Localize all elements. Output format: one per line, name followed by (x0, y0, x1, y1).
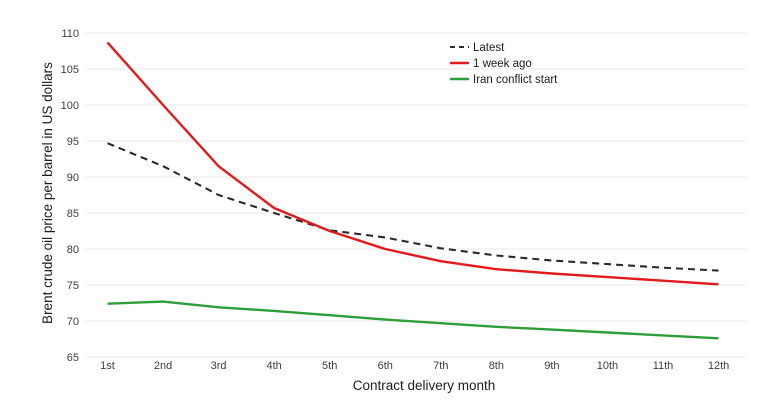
series-line-one-week-ago (106, 41, 719, 286)
x-tick-label: 12th (708, 360, 729, 372)
y-tick-label: 105 (61, 64, 79, 76)
y-tick-label: 80 (67, 244, 79, 256)
y-tick-label: 65 (67, 352, 79, 364)
y-tick-label: 70 (67, 316, 79, 328)
x-tick-label: 11th (653, 360, 674, 372)
series-line-latest (107, 142, 719, 272)
x-tick-label: 3rd (211, 360, 227, 372)
y-tick-label: 110 (61, 28, 79, 40)
y-axis-title: Brent crude oil price per barrel in US d… (40, 62, 55, 324)
legend-label-one-week-ago: 1 week ago (473, 58, 532, 70)
x-tick-label: 10th (597, 360, 618, 372)
y-tick-label: 100 (61, 100, 79, 112)
y-tick-label: 95 (67, 136, 79, 148)
legend-item-latest: Latest (450, 42, 505, 54)
y-tick-label: 90 (67, 172, 79, 184)
x-tick-label: 8th (489, 360, 504, 372)
legend-item-one-week-ago: 1 week ago (450, 58, 532, 70)
x-tick-label: 6th (378, 360, 393, 372)
legend-label-latest: Latest (473, 42, 505, 54)
x-tick-label: 5th (322, 360, 337, 372)
series-line-iran-conflict-start (107, 300, 719, 340)
y-tick-label: 85 (67, 208, 79, 220)
x-tick-label: 7th (433, 360, 448, 372)
legend-item-iran-conflict-start: Iran conflict start (450, 74, 558, 86)
x-tick-label: 1st (100, 360, 115, 372)
y-tick-label: 75 (67, 280, 79, 292)
legend-label-iran-conflict-start: Iran conflict start (473, 74, 558, 86)
x-tick-label: 4th (267, 360, 282, 372)
x-axis-title: Contract delivery month (353, 378, 496, 393)
x-tick-label: 9th (544, 360, 559, 372)
x-tick-label: 2nd (154, 360, 172, 372)
